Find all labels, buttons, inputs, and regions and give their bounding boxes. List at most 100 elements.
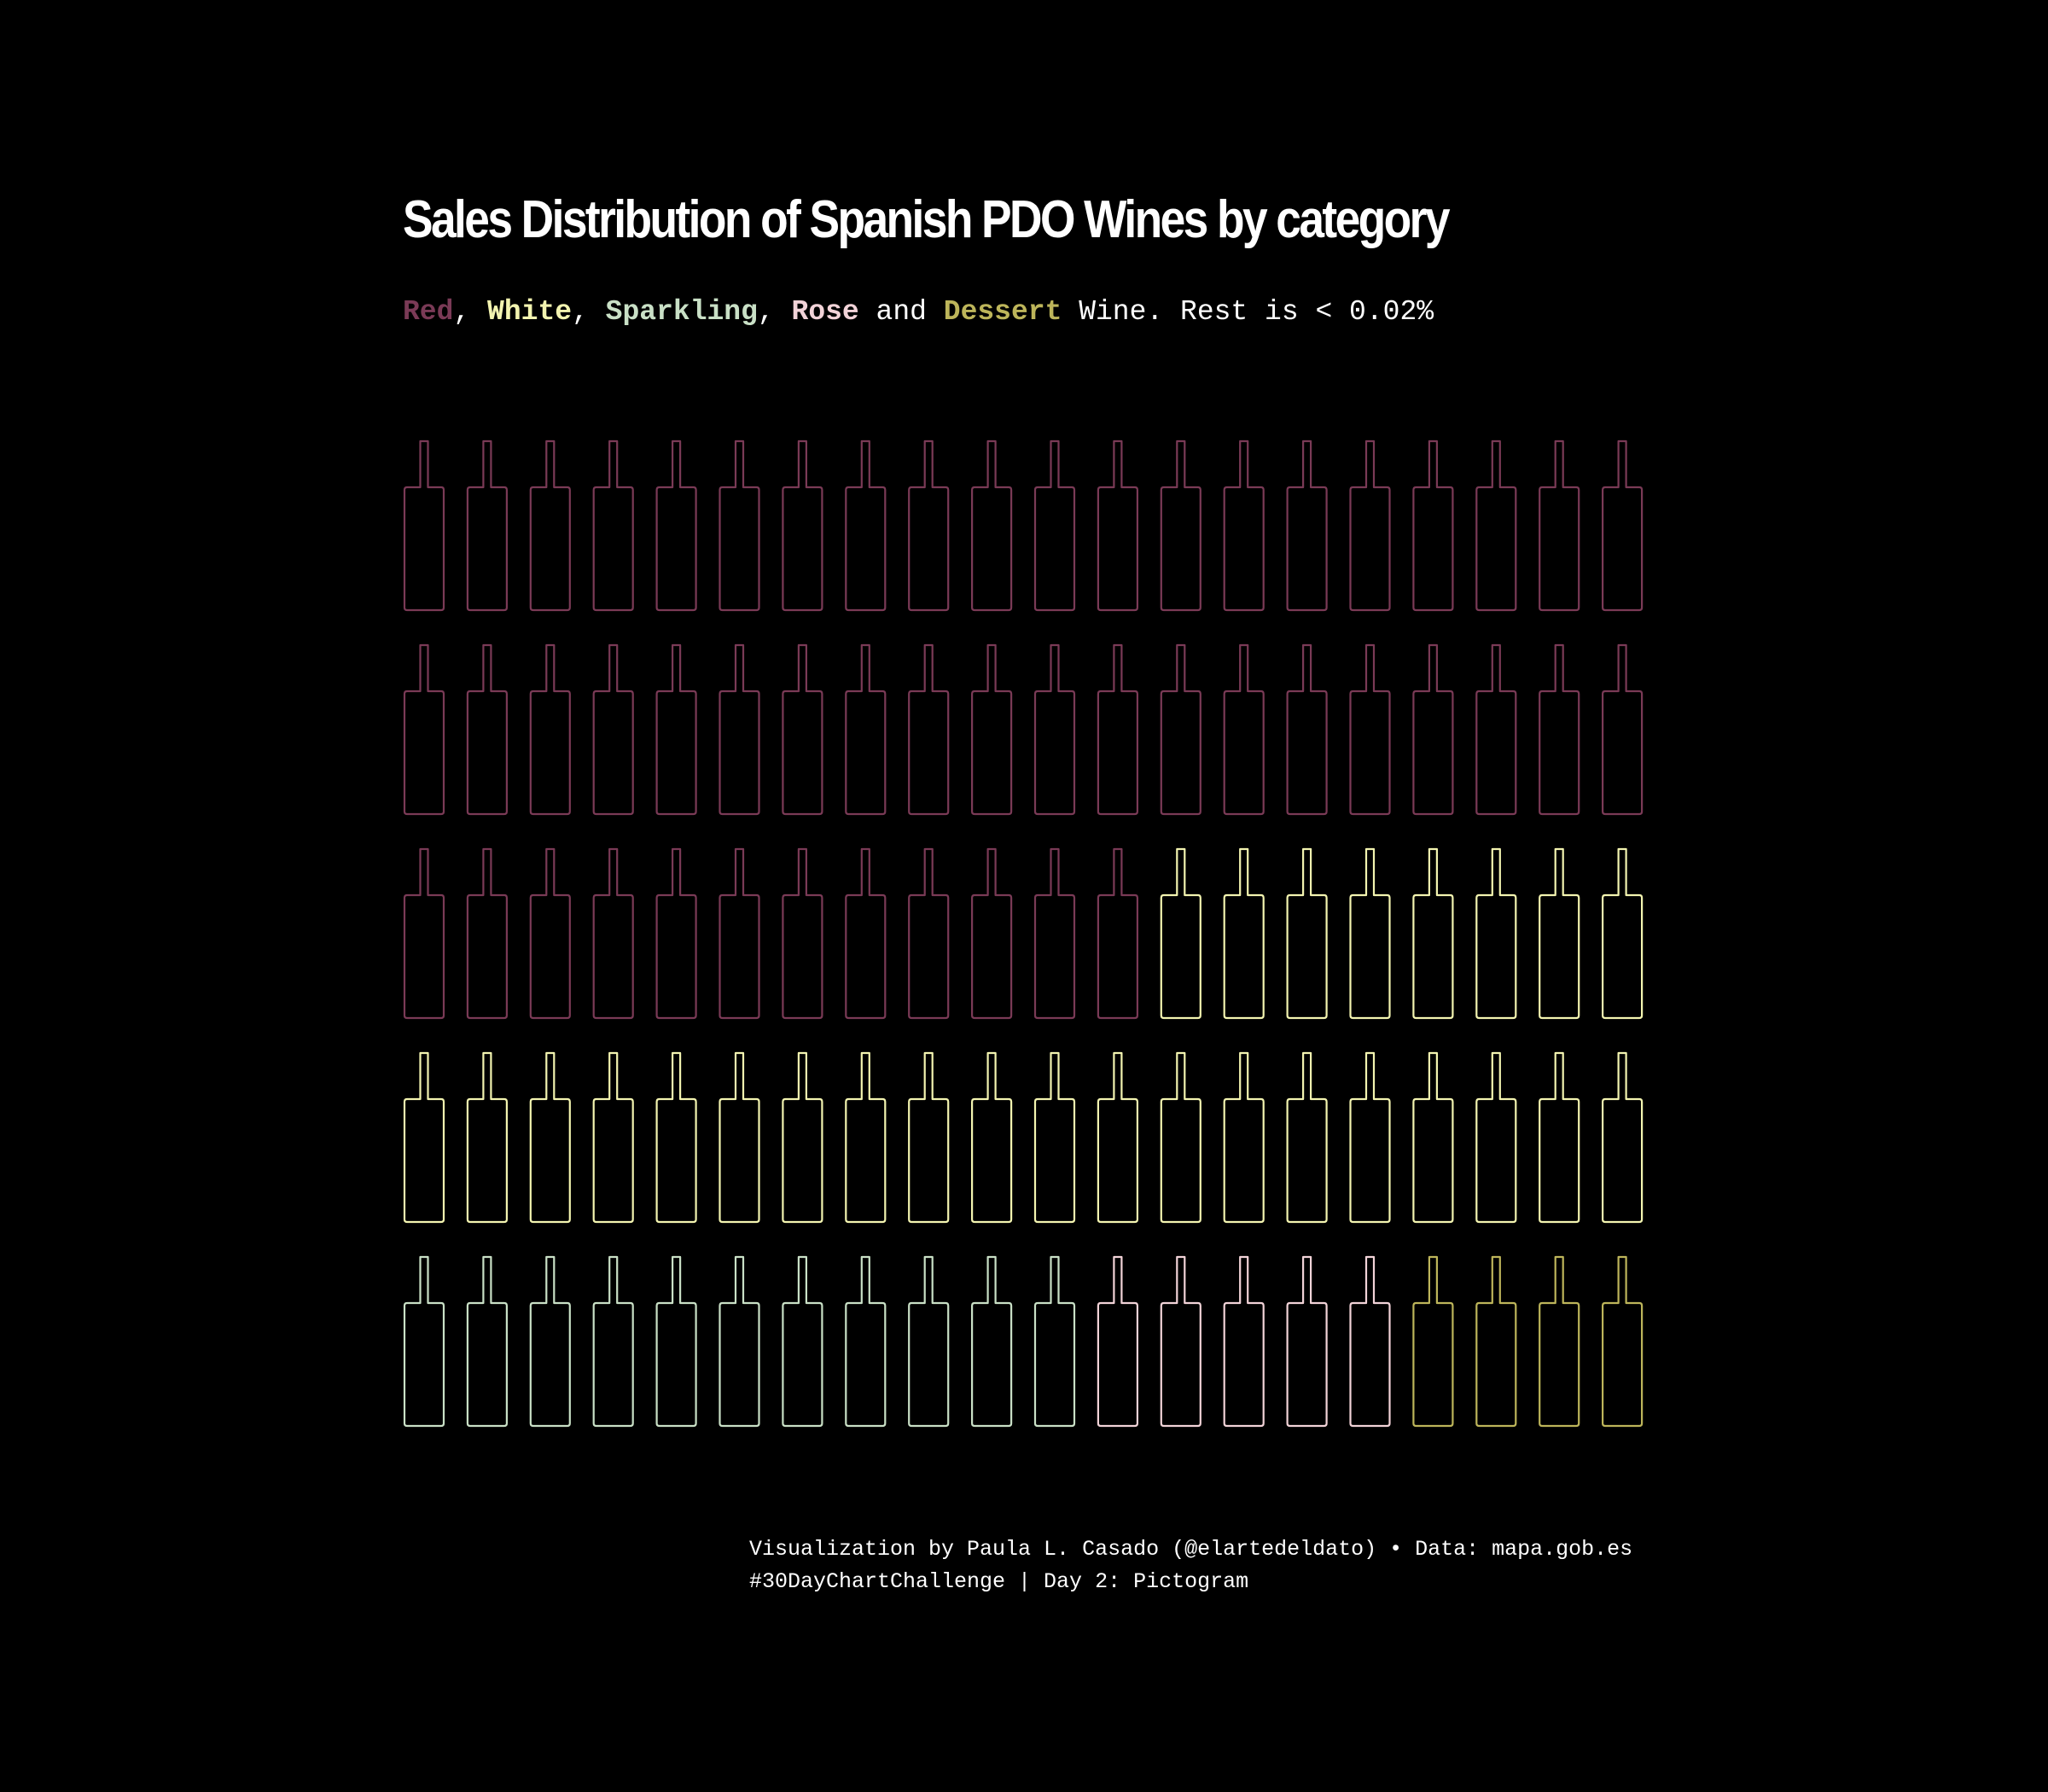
wine-bottle-icon-red <box>1033 439 1076 612</box>
wine-bottle-icon-red <box>1349 439 1391 612</box>
wine-bottle-icon-white <box>529 1051 571 1224</box>
wine-bottle-icon-red <box>466 847 508 1020</box>
wine-bottle-icon-sparkling <box>403 1255 445 1428</box>
legend-separator: , <box>757 296 792 328</box>
wine-bottle-icon-white <box>1602 847 1644 1020</box>
legend-sparkling: Sparkling <box>605 296 758 328</box>
wine-bottle-icon-white <box>1160 1051 1201 1224</box>
legend-separator: , <box>453 296 488 328</box>
wine-bottle-icon-white <box>655 1051 697 1224</box>
wine-bottle-icon-white <box>1097 1051 1138 1224</box>
wine-bottle-icon-red <box>655 847 697 1020</box>
legend-and: and <box>858 296 944 328</box>
wine-bottle-icon-rose <box>1160 1255 1201 1428</box>
wine-bottle-icon-white <box>719 1051 760 1224</box>
wine-bottle-icon-dessert <box>1412 1255 1454 1428</box>
wine-bottle-icon-rose <box>1223 1255 1265 1428</box>
wine-bottle-icon-red <box>782 643 823 816</box>
wine-bottle-icon-red <box>1097 439 1138 612</box>
wine-bottle-icon-sparkling <box>529 1255 571 1428</box>
wine-bottle-icon-dessert <box>1475 1255 1517 1428</box>
wine-bottle-icon-sparkling <box>845 1255 887 1428</box>
wine-bottle-icon-white <box>1539 847 1580 1020</box>
wine-bottle-icon-sparkling <box>908 1255 950 1428</box>
wine-bottle-icon-red <box>403 643 445 816</box>
wine-bottle-icon-white <box>845 1051 887 1224</box>
wine-bottle-icon-red <box>592 847 634 1020</box>
wine-bottle-icon-red <box>1097 847 1138 1020</box>
wine-bottle-icon-sparkling <box>592 1255 634 1428</box>
wine-bottle-icon-white <box>1160 847 1201 1020</box>
wine-bottle-icon-white <box>403 1051 445 1224</box>
legend-red: Red <box>403 296 454 328</box>
caption-challenge: #30DayChartChallenge | Day 2: Pictogram <box>749 1569 1249 1594</box>
wine-bottle-icon-red <box>1033 847 1076 1020</box>
wine-bottle-icon-red <box>845 439 887 612</box>
wine-bottle-icon-sparkling <box>1033 1255 1076 1428</box>
wine-bottle-icon-white <box>1033 1051 1076 1224</box>
wine-bottle-icon-red <box>655 643 697 816</box>
wine-bottle-icon-red <box>719 643 760 816</box>
wine-bottle-icon-sparkling <box>971 1255 1013 1428</box>
wine-bottle-icon-red <box>908 847 950 1020</box>
wine-bottle-icon-red <box>403 439 445 612</box>
wine-bottle-icon-red <box>782 439 823 612</box>
wine-bottle-icon-red <box>1412 439 1454 612</box>
wine-bottle-icon-dessert <box>1602 1255 1644 1428</box>
wine-bottle-icon-red <box>1349 643 1391 816</box>
wine-bottle-icon-red <box>1539 439 1580 612</box>
wine-bottle-icon-red <box>1286 439 1328 612</box>
wine-bottle-icon-red <box>403 847 445 1020</box>
wine-bottle-icon-red <box>908 439 950 612</box>
wine-bottle-icon-white <box>1412 847 1454 1020</box>
wine-bottle-icon-white <box>1602 1051 1644 1224</box>
legend-white: White <box>487 296 573 328</box>
wine-bottle-icon-red <box>908 643 950 816</box>
wine-bottle-icon-red <box>466 643 508 816</box>
wine-bottle-icon-rose <box>1286 1255 1328 1428</box>
wine-bottle-icon-red <box>971 643 1013 816</box>
wine-bottle-icon-red <box>529 643 571 816</box>
wine-bottle-icon-red <box>1539 643 1580 816</box>
wine-bottle-icon-red <box>1097 643 1138 816</box>
caption-credit: Visualization by Paula L. Casado (@elart… <box>749 1537 1633 1562</box>
wine-bottle-icon-white <box>782 1051 823 1224</box>
wine-bottle-icon-rose <box>1097 1255 1138 1428</box>
wine-bottle-icon-white <box>1539 1051 1580 1224</box>
wine-bottle-icon-red <box>1223 439 1265 612</box>
wine-bottle-icon-red <box>1286 643 1328 816</box>
wine-bottle-icon-red <box>845 643 887 816</box>
legend-rose: Rose <box>791 296 859 328</box>
wine-bottle-icon-sparkling <box>719 1255 760 1428</box>
wine-bottle-icon-red <box>1412 643 1454 816</box>
subtitle-note: Wine. Rest is < 0.02% <box>1062 296 1434 328</box>
chart-subtitle: Red, White, Sparkling, Rose and Dessert … <box>403 296 1434 328</box>
legend-separator: , <box>572 296 606 328</box>
wine-bottle-icon-red <box>592 439 634 612</box>
wine-bottle-icon-red <box>719 439 760 612</box>
wine-bottle-icon-dessert <box>1539 1255 1580 1428</box>
wine-bottle-icon-red <box>1223 643 1265 816</box>
caption: Visualization by Paula L. Casado (@elart… <box>749 1533 1632 1598</box>
wine-bottle-icon-sparkling <box>655 1255 697 1428</box>
wine-bottle-icon-red <box>529 847 571 1020</box>
wine-bottle-icon-white <box>1475 1051 1517 1224</box>
legend-dessert: Dessert <box>943 296 1062 328</box>
wine-bottle-icon-white <box>1412 1051 1454 1224</box>
wine-bottle-icon-white <box>466 1051 508 1224</box>
chart-title: Sales Distribution of Spanish PDO Wines … <box>403 190 1450 249</box>
wine-bottle-icon-white <box>1286 847 1328 1020</box>
wine-bottle-icon-red <box>1602 643 1644 816</box>
wine-bottle-icon-red <box>1160 439 1201 612</box>
wine-bottle-icon-red <box>1160 643 1201 816</box>
wine-bottle-icon-red <box>655 439 697 612</box>
wine-bottle-icon-white <box>971 1051 1013 1224</box>
wine-bottle-icon-sparkling <box>466 1255 508 1428</box>
wine-bottle-icon-white <box>1349 1051 1391 1224</box>
wine-bottle-icon-rose <box>1349 1255 1391 1428</box>
wine-bottle-icon-red <box>1475 439 1517 612</box>
wine-bottle-icon-red <box>845 847 887 1020</box>
wine-bottle-icon-red <box>971 439 1013 612</box>
wine-bottle-icon-red <box>1475 643 1517 816</box>
